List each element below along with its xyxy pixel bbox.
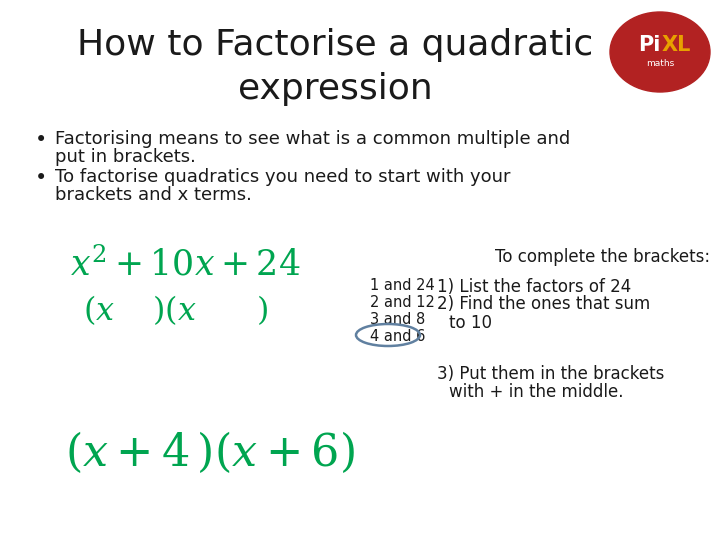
- Text: XL: XL: [662, 35, 691, 55]
- Text: •: •: [35, 130, 48, 150]
- Text: $(x + 4\,)(x + 6)$: $(x + 4\,)(x + 6)$: [65, 430, 355, 475]
- Text: 2 and 12: 2 and 12: [370, 295, 435, 310]
- Text: 1) List the factors of 24: 1) List the factors of 24: [437, 278, 631, 296]
- Text: •: •: [35, 168, 48, 188]
- Text: To factorise quadratics you need to start with your: To factorise quadratics you need to star…: [55, 168, 510, 186]
- Ellipse shape: [610, 12, 710, 92]
- Text: with + in the middle.: with + in the middle.: [449, 383, 624, 401]
- Text: to 10: to 10: [449, 314, 492, 332]
- Text: 3 and 8: 3 and 8: [370, 312, 426, 327]
- Text: How to Factorise a quadratic: How to Factorise a quadratic: [77, 28, 593, 62]
- Text: 2) Find the ones that sum: 2) Find the ones that sum: [437, 295, 650, 313]
- Text: maths: maths: [646, 58, 674, 68]
- Text: brackets and x terms.: brackets and x terms.: [55, 186, 252, 204]
- Text: put in brackets.: put in brackets.: [55, 148, 196, 166]
- Text: Pi: Pi: [638, 35, 660, 55]
- Text: $x^2 + 10x + 24$: $x^2 + 10x + 24$: [70, 247, 300, 282]
- Text: 1 and 24: 1 and 24: [370, 278, 435, 293]
- Text: $(x\quad\;)(x\qquad)$: $(x\quad\;)(x\qquad)$: [83, 293, 267, 327]
- Text: expression: expression: [238, 72, 433, 106]
- Text: Factorising means to see what is a common multiple and: Factorising means to see what is a commo…: [55, 130, 570, 148]
- Text: 4 and 6: 4 and 6: [370, 329, 426, 344]
- Text: To complete the brackets:: To complete the brackets:: [495, 248, 710, 266]
- Text: 3) Put them in the brackets: 3) Put them in the brackets: [437, 365, 665, 383]
